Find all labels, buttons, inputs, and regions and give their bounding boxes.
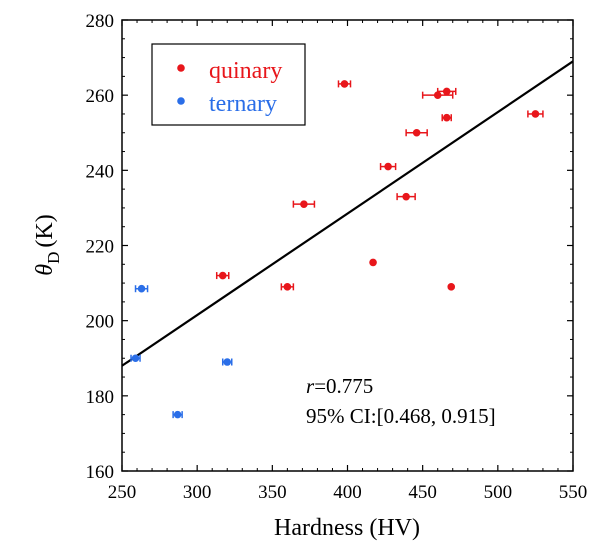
r-symbol: r [306,374,315,398]
point-marker [442,87,451,96]
y-tick-label: 160 [86,462,115,483]
x-tick-label: 500 [484,482,513,503]
data-points-layer [130,80,544,419]
data-point-quinary [441,113,452,122]
y-axis-subscript: D [44,252,63,264]
data-point-quinary [379,162,397,171]
point-marker [384,162,392,171]
data-point-quinary [280,283,295,291]
data-point-quinary [436,87,457,96]
x-tick-label: 350 [258,482,287,503]
point-marker [131,354,140,363]
point-marker [402,192,410,201]
data-point-ternary [134,284,149,293]
data-point-quinary [421,91,454,99]
data-point-quinary [447,283,456,291]
legend-label-quinary: quinary [209,58,282,84]
legend-box [151,43,306,126]
y-tick-label: 280 [86,11,115,32]
point-marker [442,113,451,122]
data-point-ternary [172,410,183,419]
point-marker [283,283,292,291]
point-marker [412,128,421,137]
point-marker [340,80,349,88]
point-marker [300,200,308,208]
regression-line [121,60,574,367]
data-point-quinary [527,110,544,118]
y-axis-unit: (K) [32,214,58,247]
point-marker [137,284,146,293]
x-tick-label: 300 [183,482,212,503]
y-axis-symbol: θ [32,264,58,276]
data-point-quinary [369,258,377,267]
x-tick-label: 550 [559,482,588,503]
y-tick-label: 180 [86,387,115,408]
x-tick-label: 400 [333,482,362,503]
point-marker [433,91,442,99]
legend-label-ternary: ternary [209,91,277,117]
data-point-ternary [221,358,233,366]
legend-marker-ternary [177,97,185,105]
x-tick-label: 250 [108,482,137,503]
y-tick-label: 260 [86,86,115,107]
x-tick-label: 450 [408,482,437,503]
correlation-annotation: r=0.775 95% CI:[0.468, 0.915] [306,374,496,428]
r-value: =0.775 [314,374,373,398]
data-point-quinary [215,271,230,280]
data-point-quinary [405,128,428,137]
fit-line-layer [121,60,574,367]
point-marker [218,271,227,280]
svg-text:θD(K): θD (K) [32,214,63,275]
svg-text:r=0.775: r=0.775 [306,374,373,398]
data-point-quinary [337,80,352,88]
y-axis-title: θD (K) [32,214,63,275]
confidence-interval: 95% CI:[0.468, 0.915] [306,404,496,428]
x-axis-title: Hardness (HV) [274,515,420,541]
y-tick-label: 200 [86,312,115,333]
point-marker [447,283,456,291]
legend-marker-quinary [177,64,185,72]
y-tick-label: 220 [86,237,115,258]
data-point-ternary [130,354,141,363]
legend: quinary ternary [151,43,306,126]
point-marker [369,258,377,267]
point-marker [223,358,232,366]
data-point-quinary [396,192,416,201]
point-marker [531,110,540,118]
data-point-quinary [292,200,316,208]
axis-ticks: 250 300 350 400 450 500 550 160 180 200 220 240 260 2… [86,11,588,503]
point-marker [173,410,182,419]
y-tick-label: 240 [86,161,115,182]
